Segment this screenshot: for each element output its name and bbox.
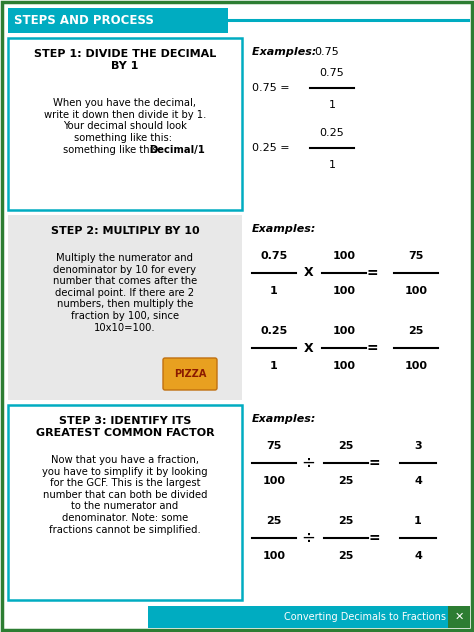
Text: 25: 25 (338, 441, 354, 451)
Text: 25: 25 (338, 476, 354, 486)
Text: ÷: ÷ (301, 529, 315, 547)
Text: =: = (366, 266, 378, 280)
Text: something like this:: something like this: (64, 145, 164, 155)
Text: Decimal/1: Decimal/1 (150, 145, 205, 155)
Text: 25: 25 (338, 551, 354, 561)
Text: 100: 100 (332, 286, 356, 296)
Text: 1: 1 (328, 100, 336, 110)
Text: Now that you have a fraction,
you have to simplify it by looking
for the GCF. Th: Now that you have a fraction, you have t… (42, 455, 208, 535)
Text: =: = (368, 456, 380, 470)
Text: 100: 100 (263, 476, 285, 486)
Text: Examples:: Examples: (252, 414, 316, 424)
Bar (448, 606, 470, 628)
Text: 4: 4 (414, 551, 422, 561)
Text: X: X (304, 267, 314, 279)
Text: STEPS AND PROCESS: STEPS AND PROCESS (14, 13, 154, 27)
Text: STEP 1: DIVIDE THE DECIMAL
BY 1: STEP 1: DIVIDE THE DECIMAL BY 1 (34, 49, 216, 71)
Text: ✕: ✕ (454, 612, 464, 622)
Text: STEP 3: IDENTIFY ITS
GREATEST COMMON FACTOR: STEP 3: IDENTIFY ITS GREATEST COMMON FAC… (36, 416, 214, 438)
Text: 75: 75 (408, 251, 424, 261)
Bar (8, 38, 242, 210)
Text: STEP 2: MULTIPLY BY 10: STEP 2: MULTIPLY BY 10 (51, 226, 199, 236)
Text: 25: 25 (338, 516, 354, 526)
Text: =: = (368, 531, 380, 545)
Text: 100: 100 (332, 361, 356, 371)
Text: 0.75: 0.75 (314, 47, 339, 57)
Text: 3: 3 (414, 441, 422, 451)
Text: X: X (304, 341, 314, 355)
Text: 0.25 =: 0.25 = (252, 143, 290, 153)
Text: 100: 100 (332, 326, 356, 336)
Text: 25: 25 (408, 326, 424, 336)
Text: 75: 75 (266, 441, 282, 451)
Text: ÷: ÷ (301, 454, 315, 472)
Text: Converting Decimals to Fractions: Converting Decimals to Fractions (284, 612, 446, 622)
FancyBboxPatch shape (163, 358, 217, 390)
Text: 0.25: 0.25 (319, 128, 345, 138)
Text: Examples:: Examples: (252, 47, 320, 57)
Text: 4: 4 (414, 476, 422, 486)
Text: Examples:: Examples: (252, 224, 316, 234)
Text: 0.75: 0.75 (319, 68, 345, 78)
Text: 100: 100 (332, 251, 356, 261)
Text: 25: 25 (266, 516, 282, 526)
Text: 100: 100 (404, 286, 428, 296)
Text: 1: 1 (414, 516, 422, 526)
Text: 100: 100 (263, 551, 285, 561)
Bar (8, 8, 228, 33)
Text: PIZZA: PIZZA (174, 369, 206, 379)
Bar (148, 606, 458, 628)
Text: 1: 1 (328, 160, 336, 170)
Text: 100: 100 (404, 361, 428, 371)
Text: 0.25: 0.25 (260, 326, 288, 336)
Text: 1: 1 (270, 361, 278, 371)
Bar (8, 405, 242, 600)
Text: =: = (366, 341, 378, 355)
Bar (8, 215, 242, 400)
Text: 0.75: 0.75 (260, 251, 288, 261)
Text: 0.75 =: 0.75 = (252, 83, 290, 93)
Text: Multiply the numerator and
denominator by 10 for every
number that comes after t: Multiply the numerator and denominator b… (53, 253, 197, 332)
Text: When you have the decimal,
write it down then divide it by 1.
Your decimal shoul: When you have the decimal, write it down… (44, 98, 206, 143)
Text: 1: 1 (270, 286, 278, 296)
